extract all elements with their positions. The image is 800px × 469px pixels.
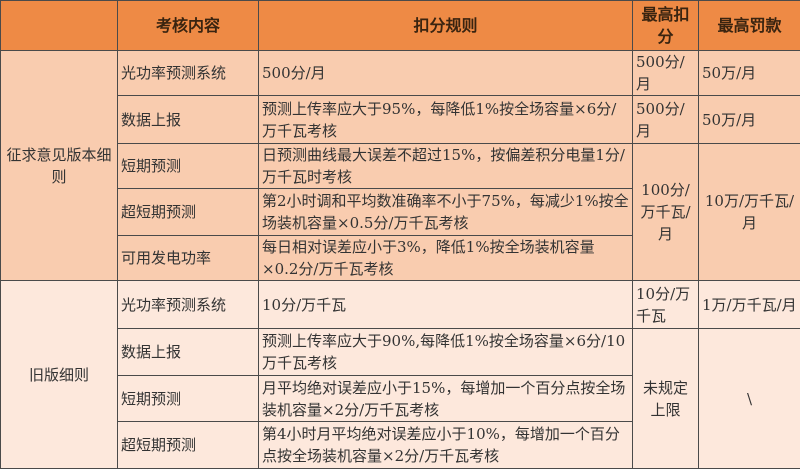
rule-cell: 500分/月 bbox=[259, 51, 633, 96]
rule-cell: 日预测曲线最大误差不超过15%，按偏差积分电量1分/万千瓦时考核 bbox=[259, 144, 633, 189]
max-score-cell: 500分/月 bbox=[633, 51, 699, 96]
rule-cell: 月平均绝对误差应小于15%，每增加一个百分点按全场装机容量×2分/万千瓦考核 bbox=[259, 376, 633, 422]
max-score-cell: 10分/万千瓦 bbox=[633, 281, 699, 329]
rule-cell: 10分/万千瓦 bbox=[259, 281, 633, 329]
group-name: 旧版细则 bbox=[1, 281, 118, 469]
merged-max-fine: 10万/万千瓦/月 bbox=[699, 144, 800, 281]
table-row: 数据上报 预测上传率应大于90%,每降低1%按全场容量×6分/10万千瓦考核 未… bbox=[1, 329, 800, 376]
merged-max-score: 100分/万千瓦/月 bbox=[633, 144, 699, 281]
rule-cell: 第4小时月平均绝对误差应小于10%，每增加一个百分点按全场装机容量×2分/万千瓦… bbox=[259, 422, 633, 469]
rule-cell: 预测上传率应大于95%，每降低1%按全场容量×6分/万千瓦考核 bbox=[259, 96, 633, 144]
merged-max-score: 未规定上限 bbox=[633, 329, 699, 469]
header-max-fine: 最高罚款 bbox=[699, 1, 800, 51]
item-cell: 数据上报 bbox=[118, 329, 259, 376]
item-cell: 可用发电功率 bbox=[118, 236, 259, 281]
rule-cell: 每日相对误差应小于3%，降低1%按全场装机容量×0.2分/万千瓦考核 bbox=[259, 236, 633, 281]
item-cell: 短期预测 bbox=[118, 144, 259, 189]
group-name: 征求意见版本细则 bbox=[1, 51, 118, 281]
max-fine-cell: 1万/万千瓦/月 bbox=[699, 281, 800, 329]
table-row: 旧版细则 光功率预测系统 10分/万千瓦 10分/万千瓦 1万/万千瓦/月 bbox=[1, 281, 800, 329]
max-score-cell: 500分/月 bbox=[633, 96, 699, 144]
header-item: 考核内容 bbox=[118, 1, 259, 51]
item-cell: 短期预测 bbox=[118, 376, 259, 422]
header-rule: 扣分规则 bbox=[259, 1, 633, 51]
max-fine-cell: 50万/月 bbox=[699, 51, 800, 96]
item-cell: 数据上报 bbox=[118, 96, 259, 144]
item-cell: 超短期预测 bbox=[118, 189, 259, 236]
table-row: 短期预测 日预测曲线最大误差不超过15%，按偏差积分电量1分/万千瓦时考核 10… bbox=[1, 144, 800, 189]
item-cell: 光功率预测系统 bbox=[118, 281, 259, 329]
header-group bbox=[1, 1, 118, 51]
table-row: 征求意见版本细则 光功率预测系统 500分/月 500分/月 50万/月 bbox=[1, 51, 800, 96]
max-fine-cell: 50万/月 bbox=[699, 96, 800, 144]
item-cell: 光功率预测系统 bbox=[118, 51, 259, 96]
header-row: 考核内容 扣分规则 最高扣分 最高罚款 bbox=[1, 1, 800, 51]
header-max-score: 最高扣分 bbox=[633, 1, 699, 51]
rule-cell: 预测上传率应大于90%,每降低1%按全场容量×6分/10万千瓦考核 bbox=[259, 329, 633, 376]
item-cell: 超短期预测 bbox=[118, 422, 259, 469]
rule-cell: 第2小时调和平均数准确率不小于75%，每减少1%按全场装机容量×0.5分/万千瓦… bbox=[259, 189, 633, 236]
merged-max-fine: \ bbox=[699, 329, 800, 469]
table-row: 数据上报 预测上传率应大于95%，每降低1%按全场容量×6分/万千瓦考核 500… bbox=[1, 96, 800, 144]
